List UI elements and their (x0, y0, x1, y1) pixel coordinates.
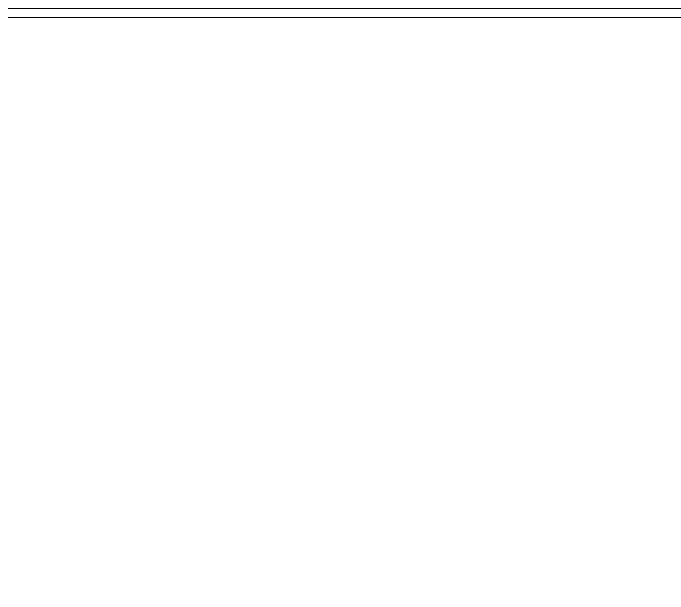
table-title (8, 9, 681, 18)
unit-root-table (8, 8, 681, 18)
